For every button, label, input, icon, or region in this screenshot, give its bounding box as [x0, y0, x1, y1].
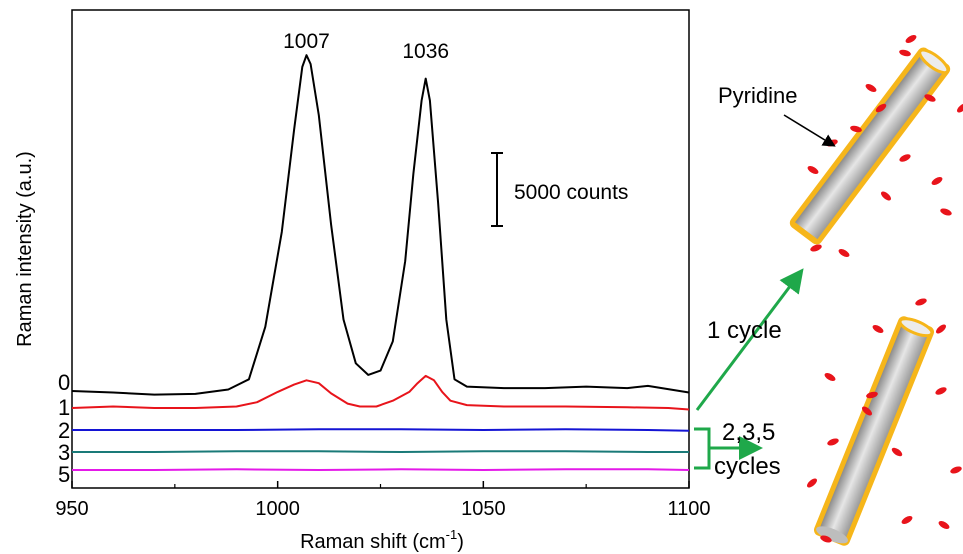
pyridine-molecule — [938, 521, 950, 529]
pyridine-molecule — [850, 125, 862, 133]
peak-label-1036: 1036 — [402, 40, 449, 63]
pyridine-molecule — [807, 166, 819, 174]
nanorod-schematic: Pyridine 1 cycle 2,3,5 cycles — [694, 35, 963, 546]
x-tick-label: 1100 — [667, 498, 710, 520]
pyridine-molecule — [875, 103, 887, 113]
series-line-2 — [72, 428, 690, 432]
pyridine-molecule — [899, 154, 911, 162]
y-axis-label: Raman intensity (a.u.) — [14, 151, 36, 347]
pyridine-molecule — [827, 438, 839, 446]
nanorod-with-pyridine — [789, 47, 951, 245]
pyridine-molecule — [940, 208, 952, 216]
nanorod-bare — [813, 316, 935, 546]
pyridine-molecule — [915, 298, 927, 306]
pyridine-molecule — [936, 324, 946, 334]
multi-cycle-bracket — [694, 427, 711, 470]
peak-label-1007: 1007 — [283, 30, 330, 53]
series-label-5: 5 — [58, 462, 70, 487]
pyridine-molecule — [957, 103, 963, 113]
pyridine-molecules-upper — [807, 35, 963, 257]
pyridine-molecule — [931, 177, 943, 185]
series-layer — [71, 54, 690, 471]
one-cycle-label: 1 cycle — [707, 317, 782, 344]
pyridine-molecule — [865, 84, 877, 92]
series-label-3: 3 — [58, 440, 70, 465]
pyridine-molecule — [901, 516, 913, 524]
x-tick-label: 1000 — [255, 498, 300, 520]
x-tick-label: 1050 — [461, 498, 506, 520]
one-cycle-arrow — [695, 268, 804, 411]
multi-cycle-label-numbers: 2,3,5 — [722, 419, 775, 446]
x-axis-ticks: 950 1000 1050 1100 — [55, 481, 711, 520]
series-line-3 — [72, 450, 689, 453]
series-label-1: 1 — [58, 395, 70, 420]
pyridine-molecule — [924, 94, 936, 102]
scale-bar-label: 5000 counts — [514, 181, 628, 204]
series-line-0 — [71, 54, 690, 396]
pyridine-molecule — [935, 387, 947, 395]
pyridine-molecule — [820, 535, 832, 543]
rod-core — [795, 52, 945, 240]
pyridine-molecule — [881, 191, 891, 201]
pyridine-molecule — [862, 406, 872, 416]
pyridine-molecule — [810, 244, 822, 252]
x-axis-label: Raman shift (cm-1) — [300, 527, 464, 553]
rod-core — [819, 321, 929, 541]
series-line-1 — [71, 374, 690, 411]
pyridine-molecule — [826, 139, 838, 147]
pyridine-molecule — [950, 466, 962, 474]
rod-top-cap — [898, 317, 934, 338]
peak-labels: 1007 1036 — [283, 30, 449, 63]
series-label-2: 2 — [58, 418, 70, 443]
series-line-5 — [72, 468, 690, 471]
pyridine-label: Pyridine — [718, 83, 797, 108]
x-axis-label-close: ) — [457, 531, 464, 553]
pyridine-molecule — [872, 325, 884, 333]
pyridine-molecules-lower — [807, 298, 962, 543]
pyridine-molecule — [899, 49, 911, 57]
series-label-0: 0 — [58, 370, 70, 395]
x-axis-label-main: Raman shift (cm — [300, 531, 446, 553]
scale-bar: 5000 counts — [491, 152, 628, 227]
x-tick-label: 950 — [55, 498, 88, 520]
rod-top-cap — [918, 48, 950, 75]
multi-cycle-label-word: cycles — [714, 453, 781, 480]
pyridine-molecule — [838, 249, 850, 257]
pyridine-pointer-arrow — [783, 114, 836, 147]
rod-bottom-cap — [816, 526, 848, 544]
pyridine-molecule — [866, 391, 878, 399]
plot-frame — [71, 9, 690, 489]
pyridine-molecule — [824, 373, 836, 381]
pyridine-molecule — [807, 478, 817, 488]
x-axis-label-superscript: -1 — [446, 527, 458, 542]
pyridine-molecule — [905, 35, 917, 43]
pyridine-molecule — [891, 447, 903, 457]
